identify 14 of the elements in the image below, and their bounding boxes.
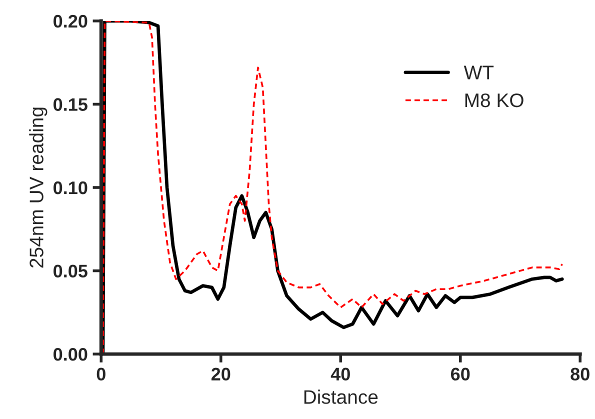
legend-label: WT [464,66,494,80]
y-tick-label: 0.05 [54,264,88,278]
y-tick-label: 0.10 [54,181,88,194]
x-tick-label: 0 [96,368,106,381]
y-axis-title: 254nm UV reading [29,108,48,268]
x-tick-label: 80 [570,368,590,381]
y-tick-label: 0.00 [54,348,88,361]
y-tick-label: 0.15 [54,98,88,111]
legend-label: M8 KO [465,93,524,108]
x-axis-title: Distance [304,390,378,404]
x-tick-label: 60 [451,368,470,381]
y-tick-label: 0.20 [54,14,88,28]
x-tick-label: 20 [211,368,230,381]
x-tick-label: 40 [330,368,350,381]
